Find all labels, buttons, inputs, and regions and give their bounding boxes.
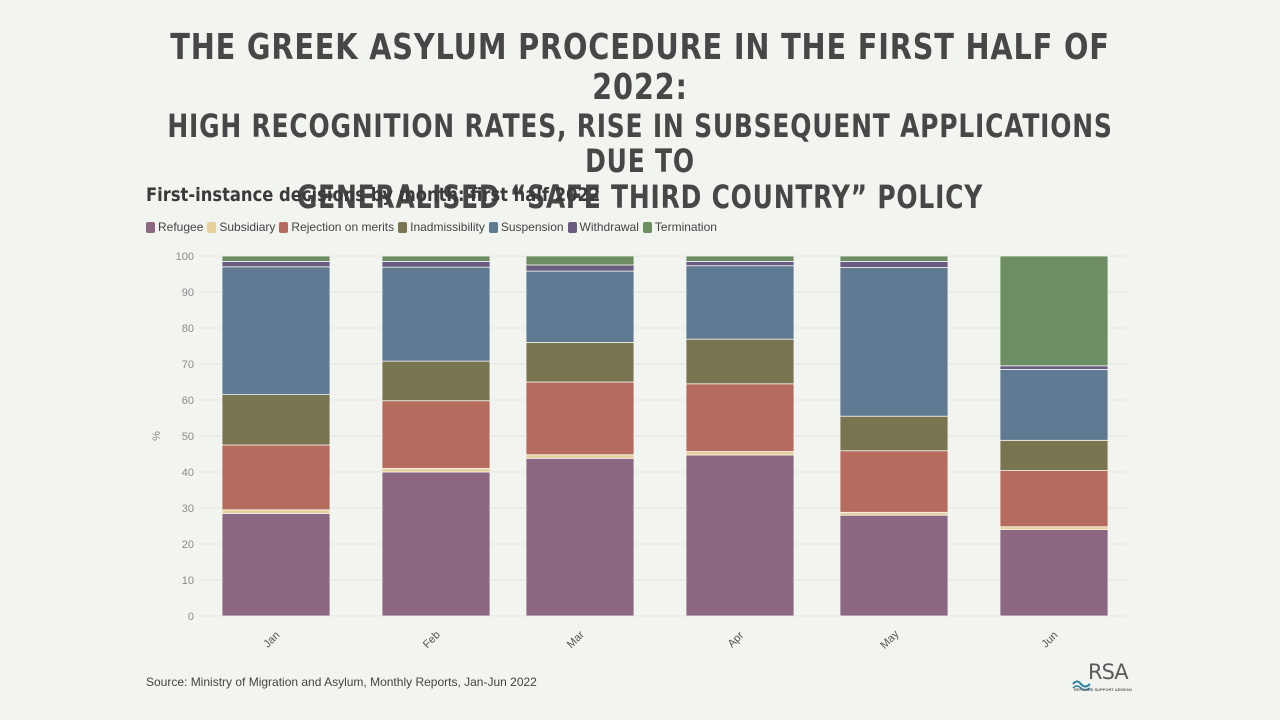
bar-segment[interactable]: [685, 454, 795, 617]
bar-segment[interactable]: [839, 260, 949, 268]
legend-label: Withdrawal: [579, 220, 639, 234]
bar-segment[interactable]: [381, 467, 491, 473]
bar-segment[interactable]: [685, 338, 795, 385]
bar-segment[interactable]: [839, 511, 949, 516]
bar-segment[interactable]: [525, 255, 635, 266]
bar-segment[interactable]: [525, 457, 635, 617]
bar-segment[interactable]: [221, 260, 331, 268]
bar-segment[interactable]: [525, 264, 635, 272]
legend-label: Inadmissibility: [410, 220, 485, 234]
y-tick-label: 70: [182, 359, 194, 371]
bar-segment[interactable]: [999, 368, 1109, 441]
page-title: The Greek asylum procedure in the first …: [0, 27, 1280, 217]
legend-swatch: [398, 221, 408, 233]
legend-label: Rejection on merits: [291, 220, 395, 234]
legend-label: Refugee: [158, 220, 204, 234]
legend-item[interactable]: Termination: [642, 220, 717, 234]
bar-segment[interactable]: [525, 454, 635, 459]
bar-segment[interactable]: [999, 529, 1109, 617]
legend-swatch: [488, 221, 498, 233]
y-axis-label: %: [151, 431, 163, 441]
legend-label: Subsidiary: [219, 220, 276, 234]
legend-item[interactable]: Suspension: [488, 220, 564, 234]
bar-segment[interactable]: [999, 365, 1109, 370]
y-tick-label: 90: [182, 287, 194, 299]
legend-swatch: [279, 221, 289, 233]
bar-segment[interactable]: [381, 400, 491, 469]
x-tick-label: Mar: [565, 629, 587, 651]
legend-swatch: [207, 221, 217, 233]
title-line-1: The Greek asylum procedure in the first …: [170, 27, 1110, 109]
bar-segment[interactable]: [381, 360, 491, 402]
y-tick-label: 80: [182, 323, 194, 335]
bar-segment[interactable]: [381, 471, 491, 617]
bar-segment[interactable]: [221, 444, 331, 511]
x-tick-label: Apr: [726, 629, 747, 650]
x-tick-label: Jun: [1039, 629, 1060, 650]
bar-segment[interactable]: [685, 265, 795, 340]
x-tick-label: Feb: [421, 629, 443, 651]
bar-segment[interactable]: [839, 450, 949, 513]
legend-swatch: [146, 221, 155, 233]
rsa-logo: RSA REFUGEE SUPPORT AEGEAN: [1072, 660, 1136, 700]
y-tick-label: 40: [182, 467, 194, 479]
legend-item[interactable]: Refugee: [146, 220, 203, 234]
bar-segment[interactable]: [525, 381, 635, 456]
y-tick-label: 100: [176, 251, 194, 263]
bar-segment[interactable]: [999, 255, 1109, 367]
bar-segment[interactable]: [221, 513, 331, 617]
bar-segment[interactable]: [525, 270, 635, 343]
bar-segment[interactable]: [999, 526, 1109, 530]
y-tick-label: 60: [182, 395, 194, 407]
bar-segment[interactable]: [221, 255, 331, 262]
legend-label: Termination: [654, 220, 717, 234]
legend-swatch: [567, 221, 577, 233]
bar-segment[interactable]: [381, 266, 491, 362]
legend-item[interactable]: Subsidiary: [207, 220, 275, 234]
y-tick-label: 10: [182, 575, 194, 587]
legend-label: Suspension: [500, 220, 564, 234]
y-tick-label: 0: [188, 611, 194, 623]
bar-segment[interactable]: [381, 260, 491, 268]
bar-segment[interactable]: [221, 266, 331, 395]
x-tick-label: Jan: [261, 629, 282, 650]
legend-item[interactable]: Withdrawal: [567, 220, 639, 234]
bar-segment[interactable]: [685, 383, 795, 452]
logo-text: RSA: [1088, 660, 1129, 684]
bar-segment[interactable]: [685, 255, 795, 262]
y-tick-label: 30: [182, 503, 194, 515]
y-tick-label: 50: [182, 431, 194, 443]
bar-segment[interactable]: [999, 439, 1109, 471]
bar-segment[interactable]: [999, 470, 1109, 528]
bar-segment[interactable]: [525, 341, 635, 383]
title-line-2: High recognition rates, rise in subseque…: [167, 106, 1113, 181]
bar-segment[interactable]: [685, 451, 795, 456]
chart-title: First-instance decisions by month: first…: [146, 184, 601, 206]
bar-segment[interactable]: [221, 394, 331, 446]
legend-item[interactable]: Inadmissibility: [398, 220, 485, 234]
logo-subtitle: REFUGEE SUPPORT AEGEAN: [1074, 687, 1132, 692]
wave-icon: [1072, 680, 1091, 691]
bar-segment[interactable]: [221, 509, 331, 514]
bar-segment[interactable]: [839, 514, 949, 617]
x-tick-label: May: [878, 628, 902, 652]
bar-segment[interactable]: [381, 255, 491, 262]
y-tick-label: 20: [182, 539, 194, 551]
bar-segment[interactable]: [685, 260, 795, 267]
source-note: Source: Ministry of Migration and Asylum…: [146, 675, 537, 689]
bar-segment[interactable]: [839, 255, 949, 262]
chart-legend: Refugee Subsidiary Rejection on merits Inad…: [146, 220, 721, 234]
title-line-3: generalised “safe third country” policy: [296, 178, 984, 217]
bar-segment[interactable]: [839, 415, 949, 452]
legend-item[interactable]: Rejection on merits: [279, 220, 394, 234]
bar-segment[interactable]: [839, 267, 949, 417]
legend-swatch: [642, 221, 652, 233]
